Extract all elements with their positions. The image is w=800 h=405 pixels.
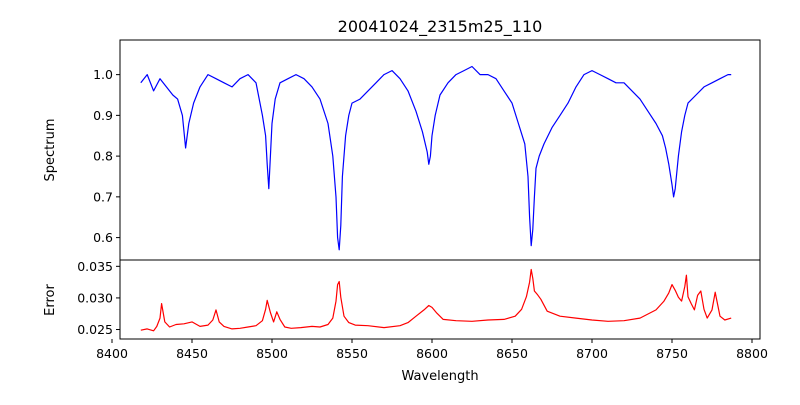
x-tick-label: 8400 — [96, 346, 128, 361]
y-tick-label: 0.6 — [93, 230, 113, 245]
x-tick-label: 8800 — [736, 346, 768, 361]
chart-title: 20041024_2315m25_110 — [338, 17, 543, 37]
error-axes-frame — [119, 259, 761, 340]
x-axis-label: Wavelength — [401, 369, 478, 384]
x-tick-label: 8650 — [496, 346, 528, 361]
spectrum-y-ticks: 0.6 0.7 0.8 0.9 1.0 — [93, 67, 120, 245]
y-tick-label: 0.030 — [77, 290, 113, 305]
y-tick-label: 0.8 — [93, 149, 113, 164]
spectrum-y-axis-label: Spectrum — [43, 119, 58, 182]
y-tick-label: 0.035 — [77, 259, 113, 274]
error-panel: 0.025 0.030 0.035 8400 8450 8500 8550 8600 8650… — [43, 259, 768, 384]
y-tick-label: 0.025 — [77, 322, 113, 337]
y-tick-label: 0.9 — [93, 108, 113, 123]
x-tick-label: 8700 — [576, 346, 608, 361]
x-tick-label: 8500 — [256, 346, 288, 361]
y-tick-label: 1.0 — [93, 67, 113, 82]
error-y-ticks: 0.025 0.030 0.035 — [77, 259, 120, 337]
error-y-axis-label: Error — [43, 284, 58, 316]
x-tick-label: 8750 — [656, 346, 688, 361]
y-tick-label: 0.7 — [93, 189, 113, 204]
error-series-line — [140, 268, 732, 332]
x-tick-label: 8550 — [336, 346, 368, 361]
spectrum-series-line — [140, 65, 732, 251]
x-tick-label: 8600 — [416, 346, 448, 361]
error-x-ticks: 8400 8450 8500 8550 8600 8650 8700 8750 8800 — [96, 339, 768, 361]
x-tick-label: 8450 — [176, 346, 208, 361]
